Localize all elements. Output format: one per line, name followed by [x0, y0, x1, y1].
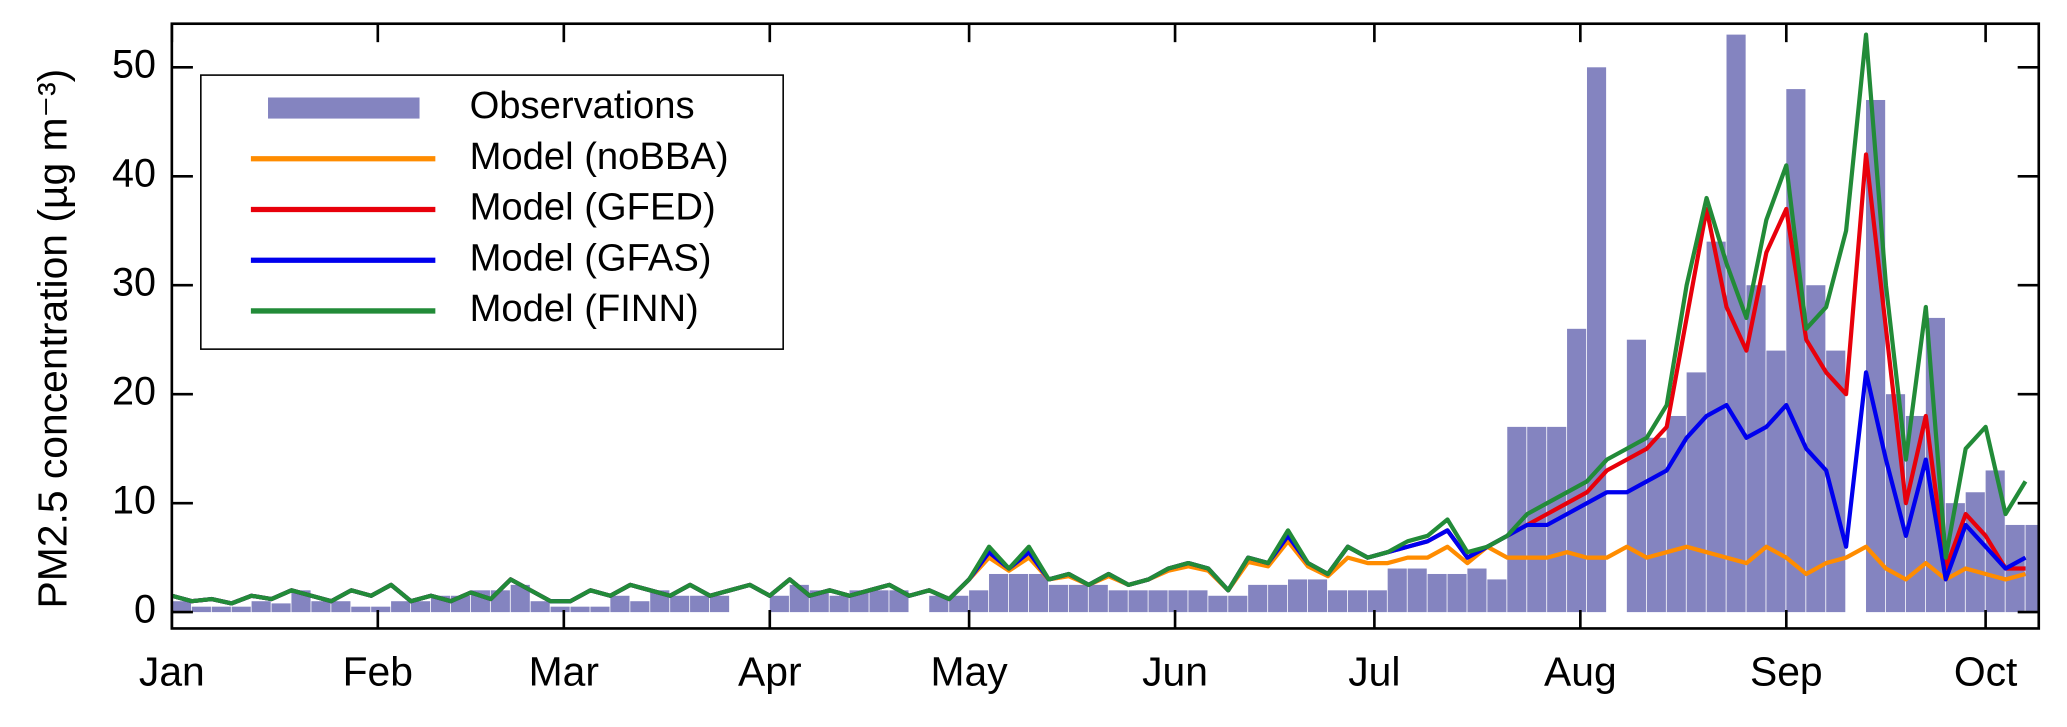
x-tick-label: Oct	[1954, 648, 2018, 694]
bar	[1407, 568, 1427, 613]
bar	[1905, 415, 1926, 613]
bar	[1168, 590, 1188, 613]
bar	[670, 595, 690, 613]
bar	[271, 603, 291, 613]
legend-label: Model (noBBA)	[470, 135, 729, 178]
bar	[1746, 285, 1766, 613]
bar	[690, 595, 710, 613]
bar	[1706, 241, 1726, 613]
bar	[1288, 579, 1308, 613]
bar	[1826, 350, 1846, 613]
bar	[709, 595, 730, 613]
bar	[1766, 350, 1786, 613]
bar	[510, 584, 530, 613]
bar	[1965, 492, 1985, 613]
bar	[1646, 437, 1666, 613]
bar	[1786, 89, 1806, 613]
bar	[1307, 579, 1328, 613]
bar	[1387, 568, 1407, 613]
legend-label: Model (GFED)	[470, 186, 716, 229]
bar	[1068, 584, 1088, 613]
legend: Observations Model (noBBA) Model (GFED) Mod…	[200, 74, 784, 350]
x-tick-label: Feb	[343, 648, 413, 694]
plot-area	[171, 32, 2038, 613]
y-tick-label: 20	[112, 370, 156, 414]
bar	[610, 595, 630, 613]
axes-frame	[170, 22, 2041, 630]
bar	[2025, 524, 2038, 613]
x-tick-label: Apr	[738, 648, 802, 694]
bar	[1228, 595, 1248, 613]
bar	[889, 590, 909, 613]
bar	[1268, 584, 1288, 613]
bar	[1626, 339, 1646, 613]
legend-label: Model (FINN)	[470, 287, 699, 330]
bar	[1487, 579, 1507, 613]
bar	[570, 606, 590, 613]
y-tick-label: 30	[112, 261, 156, 305]
bar	[530, 601, 550, 613]
bar	[969, 590, 989, 613]
bar	[1467, 568, 1487, 613]
bar	[1586, 67, 1607, 613]
bar	[1327, 590, 1348, 613]
y-tick-label: 40	[112, 152, 156, 196]
x-tick-label: Mar	[529, 648, 599, 694]
bar	[1108, 590, 1128, 613]
bar	[1248, 584, 1268, 613]
bar	[769, 595, 789, 613]
x-tick-label: Jan	[139, 648, 205, 694]
bar	[1128, 590, 1148, 613]
legend-swatch	[268, 97, 420, 119]
y-tick-label: 50	[112, 43, 156, 87]
x-tick-label: Aug	[1544, 648, 1617, 694]
bar	[191, 606, 211, 613]
bar	[1367, 590, 1387, 613]
bar	[1427, 573, 1447, 613]
x-tick-label: Sep	[1750, 648, 1823, 694]
legend-label: Observations	[470, 84, 695, 127]
bar	[590, 606, 610, 613]
bar	[929, 595, 949, 613]
x-tick-label: May	[931, 648, 1009, 694]
bar	[1088, 584, 1108, 613]
bar	[211, 606, 231, 613]
bar	[1048, 584, 1068, 613]
bar	[411, 601, 431, 613]
x-tick-label: Jul	[1348, 648, 1400, 694]
bar	[869, 590, 889, 613]
legend-label: Model (GFAS)	[470, 236, 712, 279]
y-tick-label: 0	[134, 588, 156, 632]
bar	[331, 601, 351, 613]
y-tick-label: 10	[112, 479, 156, 523]
line	[171, 32, 2028, 606]
bar	[1188, 590, 1208, 613]
bar	[829, 595, 849, 613]
bar	[550, 606, 570, 613]
bar	[1567, 328, 1587, 613]
bar	[989, 573, 1009, 613]
bar	[1008, 573, 1029, 613]
bar	[949, 595, 969, 613]
bar	[391, 601, 411, 613]
y-axis-label: PM2.5 concentration (µg m⁻³)	[30, 69, 76, 609]
bar	[1347, 590, 1367, 613]
bar	[1028, 573, 1049, 613]
bar	[351, 606, 371, 613]
bar	[311, 601, 331, 613]
bar	[1447, 573, 1467, 613]
bar	[1208, 595, 1228, 613]
bar	[171, 601, 191, 613]
bar	[251, 601, 271, 613]
bar	[1686, 372, 1706, 613]
bar	[630, 601, 650, 613]
x-tick-label: Jun	[1142, 648, 1208, 694]
bar	[231, 606, 251, 613]
bar	[1148, 590, 1168, 613]
bar	[1507, 426, 1527, 613]
bar	[371, 606, 391, 613]
